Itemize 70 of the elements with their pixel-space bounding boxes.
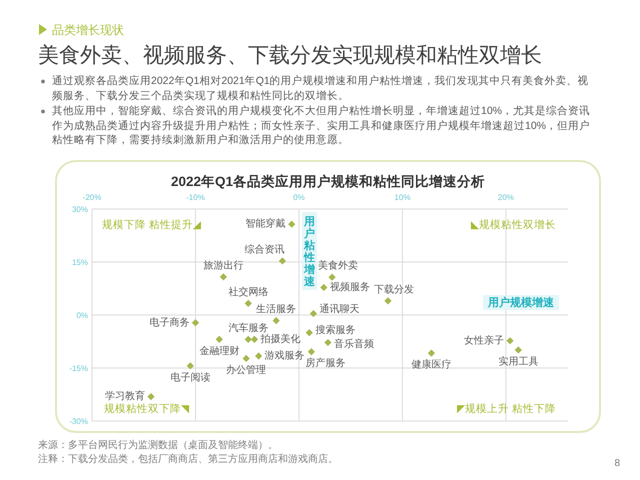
series-label: 视频服务 [330,280,370,293]
x-tick-label: 20% [498,193,514,202]
point [255,352,262,360]
text: 品类增长现状 [52,23,124,37]
series-label: 实用工具 [498,355,538,368]
y-tick-label: 30% [72,205,88,214]
point [242,354,250,362]
chart-title: 美食外卖、视频服务、下载分发实现规模和粘性双增长 [38,44,542,67]
series-label: 音乐音频 [334,338,374,350]
x-tick-label: 0% [293,193,305,202]
point [216,336,223,343]
text: 8 [614,458,620,469]
series-label: 下载分发 [374,283,414,296]
series-label: 金融理财 [199,344,240,357]
series-label: 智能穿戴 [246,218,286,230]
point [272,317,280,324]
point [244,336,252,343]
series-label: 综合资讯 [244,243,284,256]
series-label: 学习教育 [104,390,145,402]
series-label: 电子阅读 [170,371,210,384]
text: 注释：下载分发品类，包括厂商商店、第三方应用商店和游戏商店。 [38,453,338,465]
series-label: 社交网络 [228,286,268,298]
series-label: 拍摄美化 [259,332,300,345]
chart-subtitle: 2022年Q1各品类应用用户规模和粘性同比增速分析 [170,173,486,189]
y-tick-label: -30% [69,417,88,426]
series-label: 搜索服务 [315,324,356,336]
point [306,329,313,336]
series-label: 美食外卖 [318,260,358,272]
point [320,284,328,292]
series-label: 健康医疗 [411,358,452,371]
point [310,310,318,318]
point [192,319,200,326]
point [308,348,315,356]
y-tick-label: -15% [69,364,88,373]
point [186,362,194,370]
text: 通过观察各品类应用2022年Q1相对2021年Q1的用户规模增速和用户粘性增速，我们发现其中只有美食外卖、视频服务、下载分发三个品类实现了规模和粘性同比的双增长。 [52,74,590,103]
annotation: 规模下降 粘性提升◢ [102,218,202,231]
point [278,257,286,265]
point [324,338,332,346]
series-label: 游戏服务 [264,349,305,362]
x-tick-label: 10% [394,193,410,202]
text: 其他应用中，智能穿戴、综合资讯的用户规模变化不大但用户粘性增长明显，年增速超过10%，尤其是综合资讯作为成熟品类通过内容升级提升用户粘性；而女性亲子、实用工具和健康医疗用户规模年增速超过10%，但用户粘性略有下降，需要持续刺激新用户和激活用户的使用意愿。 [52,104,592,148]
point [147,393,155,400]
series-label: 通讯聊天 [319,303,360,316]
y-tick-label: 0% [76,311,88,320]
source-note: 来源：多平台网民行为监测数据（桌面及智能终端）。 [38,439,278,451]
point [328,274,336,281]
annotation: 规模粘性双下降◥ [104,403,190,415]
series-label: 电子商务 [149,316,190,328]
series-label: 生活服务 [256,303,296,316]
series-label: 房产服务 [305,357,346,370]
series-label: 旅游出行 [203,259,244,272]
point [506,337,514,344]
annotation: ◣规模粘性双增长 [470,218,556,231]
point [514,346,522,354]
y-tick-label: 15% [72,258,88,267]
point [384,297,392,304]
x-tick-label: -10% [186,193,205,202]
series-label: 汽车服务 [228,322,268,334]
x-axis-title: 用户规模增速 [487,296,555,309]
point [220,273,228,280]
x-tick-label: -20% [82,193,102,202]
point [244,300,252,307]
point [428,350,436,357]
point [288,220,296,228]
y-axis-title: 用户粘性增速 [302,216,316,288]
series-label: 办公管理 [226,364,266,376]
point [250,336,258,343]
annotation: ◤规模上升 粘性下降 [457,402,556,415]
series-label: 女性亲子 [464,334,504,346]
